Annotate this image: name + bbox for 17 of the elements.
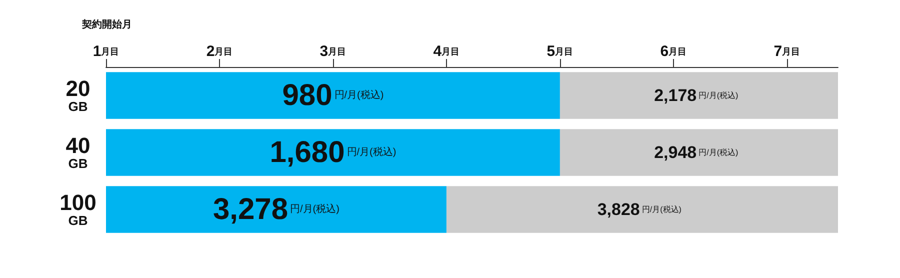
y-tick-label: 20GB bbox=[66, 76, 90, 114]
x-tick-label: 1月目 bbox=[92, 43, 120, 60]
y-tick-label: 100GB bbox=[60, 190, 96, 228]
x-tick-label: 4月目 bbox=[433, 43, 460, 60]
x-tick-label: 7月目 bbox=[774, 43, 800, 60]
bar bbox=[106, 129, 560, 176]
x-axis-title: 契約開始月 bbox=[81, 18, 132, 30]
bar bbox=[560, 72, 838, 119]
x-tick-label: 5月目 bbox=[546, 43, 574, 60]
y-tick-label: 40GB bbox=[66, 133, 90, 171]
x-tick-label: 3月目 bbox=[320, 43, 346, 60]
bar bbox=[560, 129, 838, 176]
bar bbox=[106, 72, 560, 119]
x-tick-label: 6月目 bbox=[660, 43, 687, 60]
bar bbox=[106, 186, 446, 233]
bar bbox=[446, 186, 838, 233]
x-tick-label: 2月目 bbox=[206, 43, 233, 60]
